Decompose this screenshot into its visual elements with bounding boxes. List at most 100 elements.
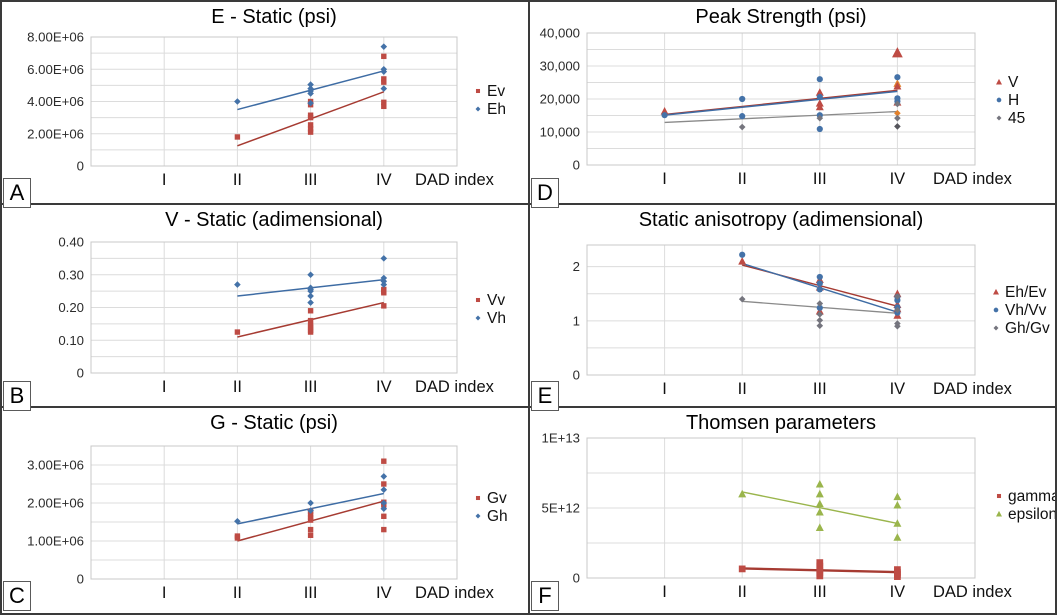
svg-text:gamma: gamma [1008,488,1055,505]
panel-e-static-anisotropy: Static anisotropy (adimensional) 2 1 0 I II I… [530,205,1055,411]
svg-text:I: I [162,378,167,396]
svg-text:IV: IV [890,170,906,188]
svg-text:0: 0 [77,572,84,587]
svg-text:III: III [813,170,827,188]
svg-text:0.20: 0.20 [58,300,84,315]
svg-text:DAD index: DAD index [415,378,495,396]
panel-letter: C [9,583,25,608]
svg-text:Vv: Vv [487,292,505,309]
chart-title: Peak Strength (psi) [695,6,867,28]
panel-a-e-static: E - Static (psi) 8.00E+06 6.00E+06 4.00E+0… [2,2,528,208]
panel-letter: D [537,180,553,205]
svg-text:II: II [738,583,747,601]
svg-text:II: II [738,170,747,188]
svg-text:IV: IV [376,584,392,602]
panel-letter-box: E [531,381,559,411]
chart-title: Thomsen parameters [685,412,877,434]
panel-letter-box: A [3,178,31,208]
panel-f-thomsen-parameters: Thomsen parameters 1E+13 5E+12 0 I II III IV DA… [530,408,1055,613]
svg-text:2.00E+06: 2.00E+06 [27,126,84,141]
svg-text:DAD index: DAD index [415,171,495,189]
svg-text:II: II [738,380,747,398]
svg-text:45: 45 [1008,110,1025,127]
svg-text:DAD index: DAD index [933,170,1013,188]
panel-c-g-static: G - Static (psi) 3.00E+06 2.00E+06 1.00E+0… [2,408,528,613]
svg-text:Eh/Ev: Eh/Ev [1005,284,1047,301]
svg-text:I: I [162,584,167,602]
svg-text:0: 0 [573,158,580,173]
svg-text:III: III [813,380,827,398]
horizontal-panel-divider [2,406,1055,408]
svg-text:Vh: Vh [487,310,506,327]
svg-text:0.40: 0.40 [58,235,84,250]
svg-text:II: II [233,584,242,602]
svg-text:IV: IV [376,378,392,396]
svg-text:0.30: 0.30 [58,267,84,282]
panel-letter-box: C [3,581,31,611]
svg-text:0: 0 [573,368,580,383]
svg-text:epsilon: epsilon [1008,506,1055,523]
svg-text:4.00E+06: 4.00E+06 [27,94,84,109]
svg-text:Eh: Eh [487,101,506,118]
chart-title: Static anisotropy (adimensional) [638,209,924,231]
chart-title: V - Static (adimensional) [165,209,383,231]
svg-text:6.00E+06: 6.00E+06 [27,62,84,77]
svg-text:5E+12: 5E+12 [541,501,580,516]
svg-text:IV: IV [890,380,906,398]
svg-text:0: 0 [77,159,84,174]
svg-text:8.00E+06: 8.00E+06 [27,30,84,45]
svg-text:1: 1 [573,313,580,328]
svg-text:Ev: Ev [487,83,505,100]
svg-text:3.00E+06: 3.00E+06 [27,458,84,473]
svg-text:2: 2 [573,259,580,274]
svg-text:II: II [233,171,242,189]
svg-text:III: III [813,583,827,601]
panel-letter-box: D [531,178,559,208]
svg-text:Gh: Gh [487,508,508,525]
svg-text:I: I [662,583,667,601]
svg-text:III: III [304,171,318,189]
svg-text:0: 0 [77,366,84,381]
panel-letter: F [538,583,552,608]
svg-text:DAD index: DAD index [933,380,1013,398]
svg-text:DAD index: DAD index [415,584,495,602]
chart-title: E - Static (psi) [211,6,337,28]
panel-letter: E [537,383,553,408]
svg-text:I: I [662,380,667,398]
svg-text:0: 0 [573,571,580,586]
svg-text:30,000: 30,000 [540,59,580,74]
svg-text:0.10: 0.10 [58,333,84,348]
horizontal-panel-divider [2,203,1055,205]
svg-text:III: III [304,378,318,396]
svg-text:10,000: 10,000 [540,125,580,140]
panel-letter-box: B [3,381,31,411]
svg-text:I: I [162,171,167,189]
svg-text:1E+13: 1E+13 [541,431,580,446]
panel-letter-box: F [531,581,559,611]
svg-text:I: I [662,170,667,188]
panel-b-v-static: V - Static (adimensional) 0.40 0.30 0.20 0.… [2,205,528,411]
vertical-panel-divider [528,2,530,613]
svg-text:III: III [304,584,318,602]
panel-letter: A [9,180,25,205]
svg-text:V: V [1008,74,1019,91]
svg-text:H: H [1008,92,1019,109]
svg-text:IV: IV [890,583,906,601]
svg-text:2.00E+06: 2.00E+06 [27,496,84,511]
panel-letter: B [9,383,25,408]
svg-text:II: II [233,378,242,396]
svg-text:40,000: 40,000 [540,26,580,41]
panel-d-peak-strength: Peak Strength (psi) 40,000 30,000 20,000 10… [530,2,1055,208]
svg-text:1.00E+06: 1.00E+06 [27,534,84,549]
svg-text:20,000: 20,000 [540,92,580,107]
svg-text:IV: IV [376,171,392,189]
svg-text:DAD index: DAD index [933,583,1013,601]
chart-title: G - Static (psi) [210,412,338,434]
